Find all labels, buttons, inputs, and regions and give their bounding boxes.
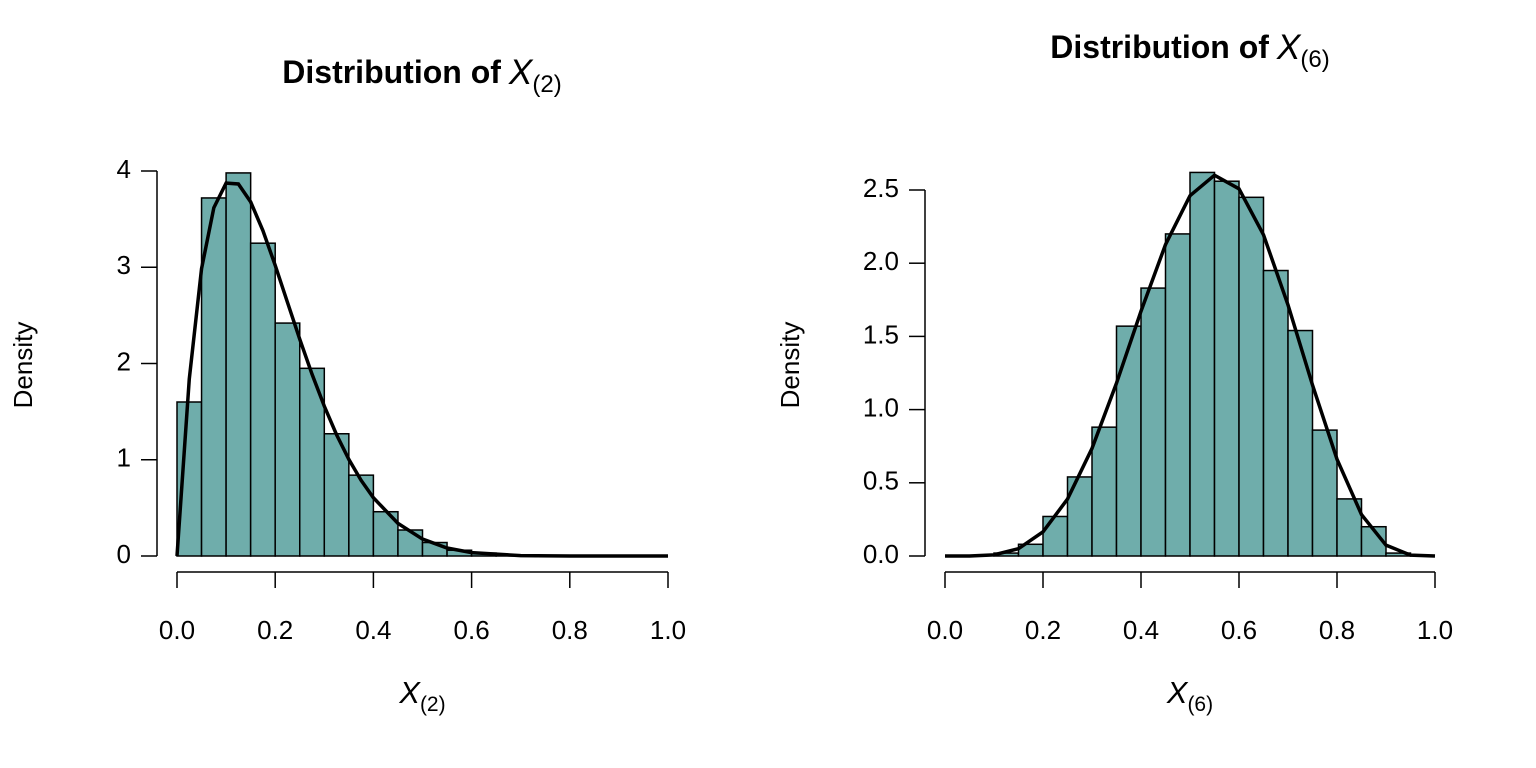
y-axis-title: Density — [8, 322, 38, 409]
x-axis-title: X(6) — [1166, 675, 1213, 715]
histogram-bar — [249, 242, 276, 557]
x-axis-title-symbol: X — [398, 675, 421, 710]
y-tick-label: 1 — [117, 443, 131, 473]
histogram-bar — [274, 322, 301, 557]
x-tick-label: 0.4 — [355, 615, 391, 645]
x-tick-label: 0.4 — [1123, 615, 1159, 645]
y-tick-label: 3 — [117, 250, 131, 280]
x-tick-label: 0.8 — [552, 615, 588, 645]
x-axis-title-subscript: (6) — [1187, 692, 1213, 715]
histogram-bar — [348, 474, 375, 557]
histogram-bar — [200, 197, 227, 557]
x-tick-label: 0.0 — [159, 615, 195, 645]
chart: 0.0 0.5 1.0 1.5 2.0 2.5 0.0 0.2 0.4 0.6 0.8 1.0 Dist… — [775, 28, 1453, 715]
x-tick-label: 0.2 — [1025, 615, 1061, 645]
chart-title: Distribution of X(6) — [1050, 28, 1329, 73]
chart-title-subscript: (6) — [1300, 47, 1329, 74]
histogram-bar — [1115, 325, 1142, 557]
histogram-bar — [1213, 180, 1240, 557]
chart-title-symbol: X — [1276, 28, 1302, 67]
y-tick-label: 2.5 — [863, 173, 899, 203]
x-tick-label: 0.6 — [1221, 615, 1257, 645]
chart-title-subscript: (2) — [532, 72, 561, 99]
x-tick-label: 0.2 — [257, 615, 293, 645]
chart-title-symbol: X — [508, 53, 534, 92]
y-tick-label: 2 — [117, 346, 131, 376]
y-axis-title: Density — [775, 322, 805, 409]
y-tick-label: 0.5 — [863, 466, 899, 496]
y-tick-label: 0.0 — [863, 539, 899, 569]
histogram-bar — [225, 172, 252, 557]
x-axis-title-symbol: X — [1166, 675, 1189, 710]
y-tick-label: 1.0 — [863, 392, 899, 422]
x-axis-title-subscript: (2) — [420, 692, 446, 715]
histogram-bar — [397, 529, 424, 557]
x-axis-title: X(2) — [398, 675, 445, 715]
chart-title-text: Distribution of — [1050, 29, 1269, 65]
chart-title-text: Distribution of — [282, 54, 501, 90]
histogram-bar — [1042, 515, 1069, 557]
histogram-bar — [1262, 269, 1289, 557]
x-tick-label: 0.0 — [927, 615, 963, 645]
y-tick-label: 2.0 — [863, 246, 899, 276]
histogram-bar — [1336, 498, 1363, 557]
y-tick-label: 1.5 — [863, 319, 899, 349]
density-curve — [945, 173, 1436, 558]
histogram-bar — [1091, 426, 1118, 557]
histogram-bar — [1140, 287, 1167, 557]
x-tick-label: 0.8 — [1319, 615, 1355, 645]
x-tick-label: 1.0 — [650, 615, 686, 645]
y-tick-label: 0 — [117, 539, 131, 569]
y-tick-label: 4 — [117, 154, 131, 184]
histogram-bar — [1287, 329, 1314, 557]
histogram-bar — [1164, 233, 1191, 557]
histogram-bar — [1238, 196, 1265, 557]
histogram-bar — [1189, 171, 1216, 557]
density-curve — [175, 181, 668, 558]
x-tick-label: 1.0 — [1417, 615, 1453, 645]
chart-title: Distribution of X(2) — [282, 53, 561, 98]
x-tick-label: 0.6 — [454, 615, 490, 645]
